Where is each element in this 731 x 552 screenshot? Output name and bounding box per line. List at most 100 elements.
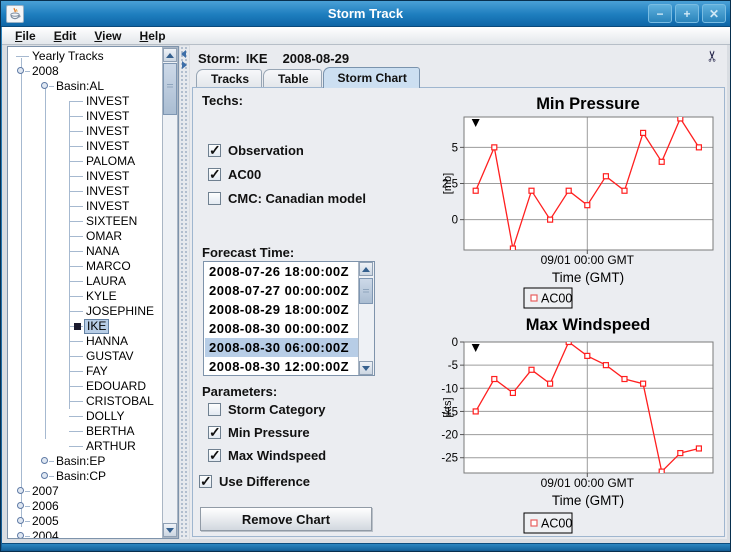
tech-cmc-canadian-model-checkbox[interactable]: CMC: Canadian model — [208, 190, 366, 206]
checkbox-box[interactable] — [208, 424, 221, 441]
tree-item-kyle[interactable]: KYLE — [8, 289, 160, 304]
forecast-time-item[interactable]: 2008-07-26 18:00:00Z — [209, 264, 350, 279]
forecast-scroll-up-icon[interactable] — [359, 262, 373, 276]
tech-ac00-checkbox[interactable]: AC00 — [208, 166, 261, 183]
svg-text:-25: -25 — [441, 453, 458, 465]
tree-item-hanna[interactable]: HANNA — [8, 334, 160, 349]
tree-item-basin-cp[interactable]: Basin:CP — [8, 469, 160, 484]
tree-item-invest[interactable]: INVEST — [8, 94, 160, 109]
tree-item-label: BERTHA — [86, 424, 135, 438]
remove-chart-button[interactable]: Remove Chart — [200, 507, 372, 531]
tree-item-label: 2008 — [32, 64, 59, 78]
svg-text:[kts]: [kts] — [442, 397, 454, 417]
tree-item-sixteen[interactable]: SIXTEEN — [8, 214, 160, 229]
param-min-pressure-checkbox[interactable]: Min Pressure — [208, 424, 310, 441]
tree-item-edouard[interactable]: EDOUARD — [8, 379, 160, 394]
maximize-button[interactable]: + — [675, 4, 699, 23]
tree-item-2007[interactable]: 2007 — [8, 484, 160, 499]
checkbox-box[interactable] — [208, 166, 221, 183]
tree-collapsed-handle-icon[interactable] — [17, 517, 24, 524]
menu-item-edit[interactable]: Edit — [53, 28, 77, 43]
menu-item-help[interactable]: Help — [139, 28, 166, 43]
split-divider[interactable] — [180, 46, 189, 539]
tree-item-dolly[interactable]: DOLLY — [8, 409, 160, 424]
menu-item-view[interactable]: View — [94, 28, 122, 43]
tree-item-cristobal[interactable]: CRISTOBAL — [8, 394, 160, 409]
tree-item-invest[interactable]: INVEST — [8, 124, 160, 139]
checkbox-label: CMC: Canadian model — [228, 190, 366, 206]
splitter-collapse-left-icon[interactable] — [181, 50, 186, 58]
forecast-time-item[interactable]: 2008-08-30 00:00:00Z — [209, 321, 350, 336]
checkbox-box[interactable] — [208, 191, 221, 205]
menu-item-file[interactable]: File — [15, 28, 36, 43]
tree-branch-line — [69, 431, 83, 432]
tree-branch-line — [69, 101, 83, 102]
use-difference-checkbox-box[interactable] — [199, 473, 212, 490]
tree-item-yearly-tracks[interactable]: Yearly Tracks — [8, 49, 160, 64]
title-bar[interactable]: Storm Track − + ✕ — [1, 1, 730, 27]
forecast-scroll-down-icon[interactable] — [359, 361, 373, 375]
tree-item-laura[interactable]: LAURA — [8, 274, 160, 289]
tree-item-2006[interactable]: 2006 — [8, 499, 160, 514]
tree-item-paloma[interactable]: PALOMA — [8, 154, 160, 169]
tree-item-josephine[interactable]: JOSEPHINE — [8, 304, 160, 319]
splitter-collapse-right-icon[interactable] — [182, 61, 187, 69]
tab-table[interactable]: Table — [263, 69, 322, 88]
tree-item-bertha[interactable]: BERTHA — [8, 424, 160, 439]
tree-item-omar[interactable]: OMAR — [8, 229, 160, 244]
close-button[interactable]: ✕ — [702, 4, 726, 23]
use-difference-checkbox[interactable]: Use Difference — [199, 473, 310, 490]
forecast-time-item[interactable]: 2008-08-29 18:00:00Z — [209, 302, 350, 317]
param-storm-category-checkbox[interactable]: Storm Category — [208, 401, 326, 417]
tech-observation-checkbox[interactable]: Observation — [208, 142, 304, 159]
tree-item-gustav[interactable]: GUSTAV — [8, 349, 160, 364]
tree-collapsed-handle-icon[interactable] — [41, 457, 48, 464]
tree-item-invest[interactable]: INVEST — [8, 199, 160, 214]
svg-text:-10: -10 — [441, 383, 458, 395]
tree-scroll-thumb[interactable] — [163, 63, 177, 115]
tree-item-invest[interactable]: INVEST — [8, 109, 160, 124]
tab-tracks[interactable]: Tracks — [196, 69, 263, 88]
min-pressure-chart: 0 2.5 5 Min Pressure 09/01 00:00 GMT Time (GM… — [442, 95, 714, 309]
tree-item-marco[interactable]: MARCO — [8, 259, 160, 274]
param-max-windspeed-checkbox[interactable]: Max Windspeed — [208, 447, 326, 464]
forecast-time-item[interactable]: 2008-07-27 00:00:00Z — [209, 283, 350, 298]
checkbox-box[interactable] — [208, 402, 221, 416]
tree-scroll-up-icon[interactable] — [163, 48, 177, 62]
tree-collapsed-handle-icon[interactable] — [17, 487, 24, 494]
tree-item-invest[interactable]: INVEST — [8, 169, 160, 184]
tree-expanded-handle-icon[interactable] — [41, 82, 48, 89]
tab-storm-chart[interactable]: Storm Chart — [322, 67, 420, 88]
tree-collapsed-handle-icon[interactable] — [17, 502, 24, 509]
checkbox-box[interactable] — [208, 142, 221, 159]
tree-branch-line — [69, 356, 83, 357]
tree-item-ike[interactable]: IKE — [8, 319, 160, 334]
tree-branch-line — [25, 536, 30, 537]
forecast-time-item[interactable]: 2008-08-30 06:00:00Z — [205, 338, 358, 357]
svg-text:-20: -20 — [441, 430, 458, 442]
tree-item-arthur[interactable]: ARTHUR — [8, 439, 160, 454]
tree-branch-line — [69, 371, 83, 372]
tree-item-fay[interactable]: FAY — [8, 364, 160, 379]
tree-item-2005[interactable]: 2005 — [8, 514, 160, 529]
tree-item-label: GUSTAV — [86, 349, 134, 363]
minimize-button[interactable]: − — [648, 4, 672, 23]
tree-item-label: KYLE — [86, 289, 117, 303]
tree-item-2004[interactable]: 2004 — [8, 529, 160, 538]
scissors-icon[interactable]: ✂ — [704, 49, 722, 63]
tree-item-invest[interactable]: INVEST — [8, 184, 160, 199]
forecast-time-item[interactable]: 2008-08-30 12:00:00Z — [209, 359, 350, 374]
tree-item-basin-al[interactable]: Basin:AL — [8, 79, 160, 94]
forecast-scroll-thumb[interactable] — [359, 278, 373, 304]
forecast-scrollbar[interactable] — [358, 262, 374, 375]
tree-item-invest[interactable]: INVEST — [8, 139, 160, 154]
tree-item-2008[interactable]: 2008 — [8, 64, 160, 79]
tree-collapsed-handle-icon[interactable] — [17, 532, 24, 538]
checkbox-box[interactable] — [208, 447, 221, 464]
tree-item-nana[interactable]: NANA — [8, 244, 160, 259]
tree-expanded-handle-icon[interactable] — [17, 67, 24, 74]
tree-scroll-down-icon[interactable] — [163, 523, 177, 537]
tree-item-basin-ep[interactable]: Basin:EP — [8, 454, 160, 469]
tree-scrollbar[interactable] — [162, 47, 178, 538]
tree-collapsed-handle-icon[interactable] — [41, 472, 48, 479]
